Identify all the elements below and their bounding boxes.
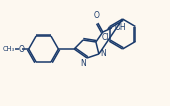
Text: N: N <box>100 50 106 59</box>
Text: OH: OH <box>115 24 126 33</box>
Text: O: O <box>18 45 24 54</box>
Text: N: N <box>80 59 86 68</box>
Text: O: O <box>94 11 100 20</box>
Text: Cl: Cl <box>102 33 109 43</box>
Text: CH₃: CH₃ <box>3 46 15 52</box>
